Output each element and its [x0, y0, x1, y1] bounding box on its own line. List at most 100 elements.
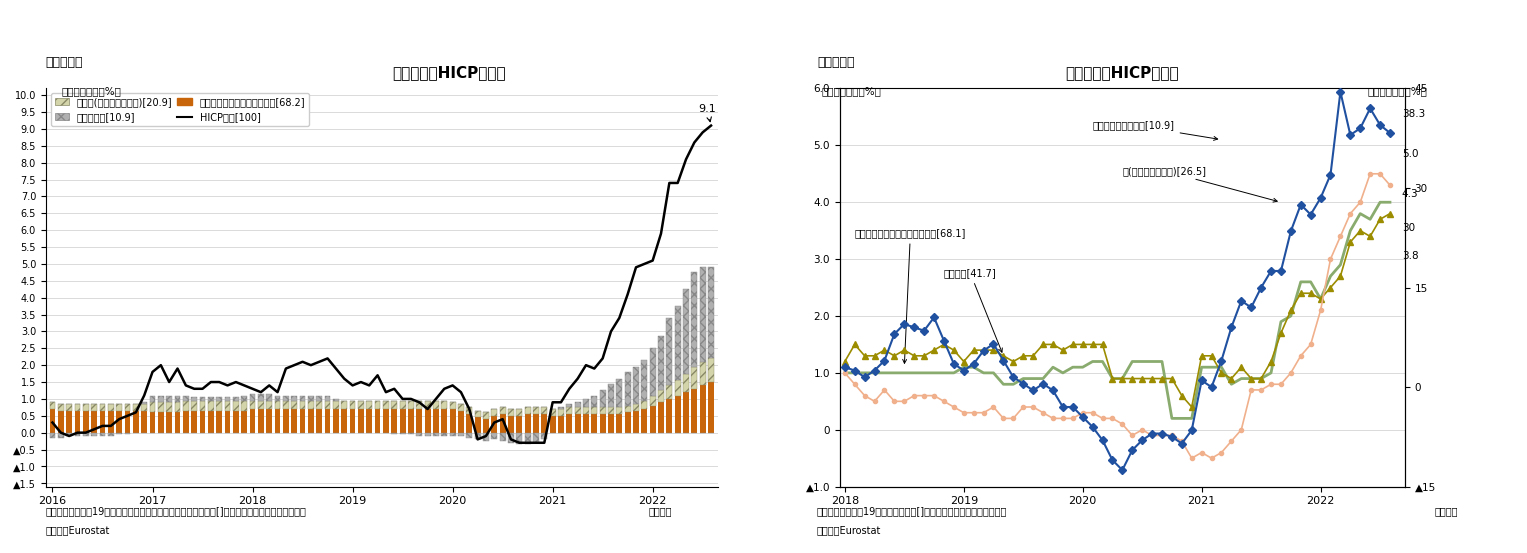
Bar: [142, 404, 147, 411]
Bar: [133, 432, 139, 434]
Bar: [617, 379, 621, 408]
Bar: [357, 400, 363, 409]
Text: （図表２）: （図表２）: [817, 56, 855, 69]
Bar: [282, 395, 289, 400]
Bar: [308, 409, 315, 432]
Bar: [391, 400, 397, 409]
Bar: [499, 408, 505, 414]
Bar: [458, 404, 464, 411]
Bar: [275, 395, 281, 400]
Bar: [441, 432, 447, 436]
Bar: [316, 395, 322, 400]
Text: 3.8: 3.8: [1402, 251, 1419, 261]
Bar: [183, 400, 189, 411]
Bar: [692, 367, 698, 389]
Text: （月次）: （月次）: [649, 507, 672, 517]
Bar: [224, 397, 231, 400]
Bar: [125, 432, 130, 434]
Bar: [125, 411, 130, 432]
Bar: [525, 432, 530, 445]
Bar: [508, 416, 515, 432]
Bar: [383, 432, 389, 434]
Bar: [150, 402, 156, 413]
Bar: [651, 395, 655, 406]
Bar: [92, 411, 98, 432]
Bar: [400, 432, 406, 434]
Bar: [374, 432, 380, 434]
Bar: [675, 395, 681, 432]
Bar: [66, 404, 72, 411]
Bar: [441, 409, 447, 432]
Bar: [342, 400, 347, 409]
Text: （前年同月比、%）: （前年同月比、%）: [1368, 86, 1428, 96]
Bar: [483, 413, 489, 419]
Bar: [449, 402, 455, 409]
Bar: [574, 402, 580, 408]
Bar: [275, 400, 281, 409]
Bar: [366, 409, 373, 432]
Bar: [709, 358, 715, 382]
Bar: [116, 404, 122, 411]
Bar: [499, 432, 505, 441]
Bar: [516, 409, 522, 416]
Bar: [492, 432, 498, 440]
Bar: [516, 432, 522, 445]
Bar: [234, 411, 238, 432]
Bar: [150, 395, 156, 402]
Text: （資料）Eurostat: （資料）Eurostat: [817, 526, 881, 536]
Bar: [157, 413, 163, 432]
Bar: [600, 414, 606, 432]
Text: （月次）: （月次）: [1435, 507, 1458, 517]
Bar: [183, 411, 189, 432]
Bar: [475, 411, 481, 418]
Bar: [475, 418, 481, 432]
Bar: [617, 414, 621, 432]
Bar: [709, 382, 715, 432]
Text: 4.3: 4.3: [1402, 189, 1419, 199]
Bar: [241, 411, 247, 432]
Bar: [325, 395, 330, 400]
Bar: [583, 414, 589, 432]
Bar: [492, 416, 498, 432]
Text: （資料）Eurostat: （資料）Eurostat: [46, 526, 110, 536]
Bar: [391, 432, 397, 434]
Bar: [366, 400, 373, 409]
Bar: [699, 385, 705, 432]
Bar: [49, 409, 55, 432]
Bar: [174, 413, 180, 432]
Bar: [466, 414, 472, 432]
Bar: [651, 348, 655, 395]
Bar: [492, 409, 498, 416]
Bar: [299, 395, 305, 400]
Bar: [58, 432, 64, 438]
Bar: [600, 390, 606, 408]
Bar: [191, 397, 197, 400]
Bar: [408, 400, 414, 409]
Bar: [408, 409, 414, 432]
Bar: [82, 432, 89, 436]
Bar: [183, 395, 189, 400]
Bar: [292, 409, 298, 432]
Text: サービス[41.7]: サービス[41.7]: [944, 268, 1002, 352]
Bar: [400, 400, 406, 409]
Bar: [483, 432, 489, 441]
Bar: [508, 432, 515, 443]
Bar: [591, 408, 597, 414]
Text: 5.0: 5.0: [1402, 149, 1419, 159]
Bar: [249, 394, 255, 400]
Bar: [308, 395, 315, 400]
Bar: [434, 400, 438, 409]
Bar: [142, 402, 147, 404]
Bar: [600, 408, 606, 414]
Bar: [658, 336, 664, 390]
Bar: [542, 432, 547, 440]
Bar: [699, 362, 705, 385]
Bar: [591, 414, 597, 432]
Bar: [75, 432, 81, 436]
Bar: [641, 400, 647, 409]
Bar: [425, 409, 431, 432]
Bar: [258, 394, 264, 400]
Bar: [99, 432, 105, 436]
Bar: [683, 374, 689, 392]
Bar: [666, 385, 672, 399]
